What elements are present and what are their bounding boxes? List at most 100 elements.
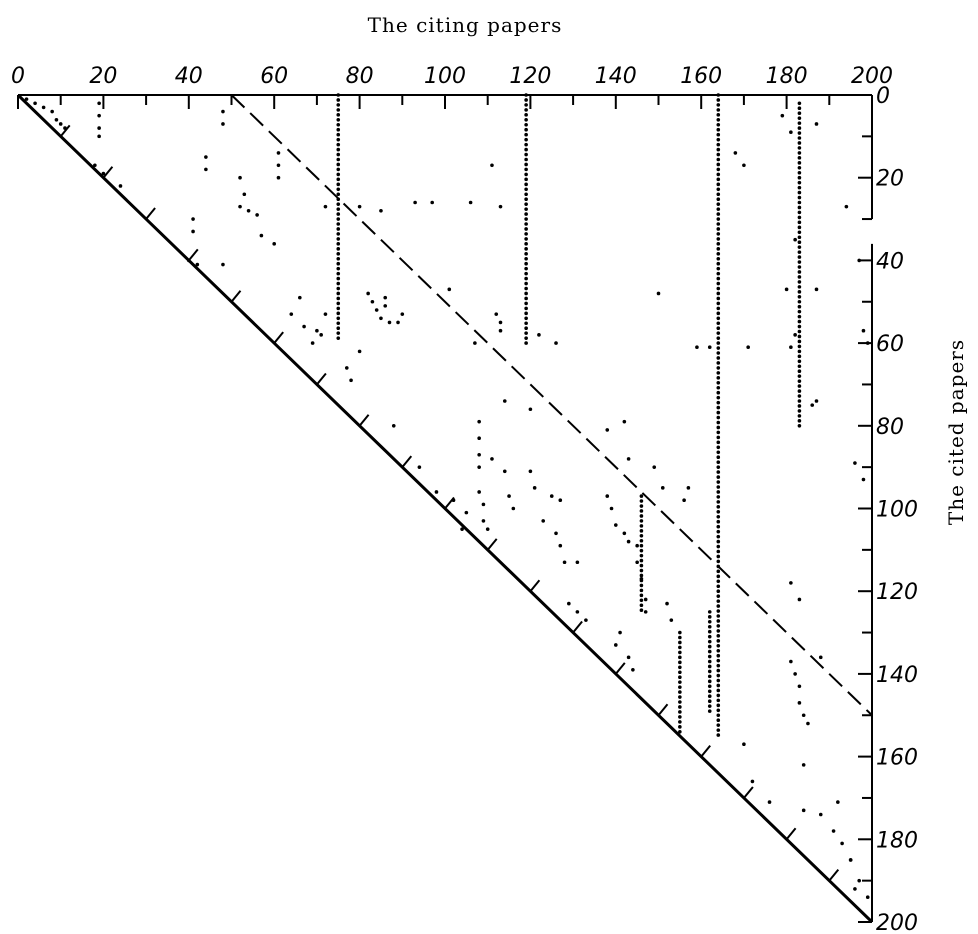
data-point (707, 659, 712, 664)
data-point (716, 316, 721, 321)
data-point (716, 569, 721, 574)
data-point (626, 457, 631, 461)
data-point (639, 533, 644, 538)
data-point (524, 147, 528, 152)
data-point (814, 399, 819, 403)
data-point (336, 167, 341, 172)
data-point (33, 101, 37, 106)
data-point (54, 118, 59, 122)
y-axis-ticks (858, 94, 872, 923)
y-axis-title: The cited papers (944, 339, 968, 525)
y-axis-tick-labels: 0 20 40 60 80 100 120 140 160 180 200 (876, 84, 918, 934)
data-point (652, 465, 657, 469)
data-point (336, 247, 341, 251)
data-point (716, 519, 721, 524)
data-point (336, 331, 341, 335)
data-point (524, 222, 528, 226)
data-point (814, 287, 819, 292)
data-point (336, 177, 341, 182)
data-point (464, 510, 469, 515)
data-point (716, 683, 721, 688)
data-point (242, 192, 247, 197)
data-point (524, 152, 528, 157)
data-point (639, 548, 644, 553)
data-point (524, 321, 528, 326)
data-point (682, 498, 686, 503)
data-point (797, 364, 802, 369)
data-point (524, 341, 528, 345)
data-point (336, 142, 341, 147)
data-point (336, 301, 341, 306)
data-point (524, 212, 528, 216)
data-point (733, 151, 738, 155)
data-point (678, 635, 682, 640)
data-point (336, 192, 341, 197)
data-point (716, 351, 721, 355)
data-point (716, 594, 721, 598)
data-point (797, 344, 802, 349)
data-point (861, 328, 866, 333)
data-point (635, 543, 639, 548)
data-point (797, 409, 802, 413)
data-point (716, 728, 721, 732)
data-point (716, 281, 721, 286)
data-point (716, 455, 721, 460)
data-point (238, 175, 242, 180)
data-point (716, 648, 721, 653)
diagonal-tick (529, 579, 541, 592)
data-point (716, 435, 721, 440)
data-point (797, 374, 802, 378)
data-point (716, 718, 721, 723)
data-point (678, 655, 682, 660)
data-point (524, 311, 528, 316)
data-point (716, 390, 721, 395)
data-point (567, 601, 571, 606)
data-point (716, 187, 721, 192)
data-point (797, 255, 802, 259)
data-point (716, 460, 721, 464)
data-point (524, 316, 528, 321)
diagonal-tick (230, 290, 242, 303)
x-tick-label: 0 (11, 64, 25, 89)
data-point (93, 163, 97, 168)
data-point (383, 304, 388, 308)
diagonal-ticks (59, 124, 840, 882)
data-point (797, 324, 802, 329)
data-point (716, 475, 721, 479)
data-point (477, 436, 481, 441)
diagonal-tick (188, 248, 199, 262)
data-point (797, 424, 802, 428)
data-point (622, 419, 627, 424)
data-point (789, 345, 793, 350)
data-point (336, 271, 341, 276)
data-point (276, 163, 281, 168)
data-point (656, 291, 661, 296)
data-point (716, 103, 721, 107)
data-point (716, 346, 721, 350)
data-point (336, 316, 341, 321)
data-point (524, 276, 528, 281)
data-point (490, 163, 494, 168)
data-point (387, 320, 392, 325)
data-point (524, 207, 528, 211)
data-point (639, 529, 644, 533)
data-point (742, 163, 746, 168)
data-point (524, 256, 528, 261)
x-tick-label: 100 (424, 64, 466, 89)
data-point (289, 312, 294, 316)
data-point (716, 490, 721, 494)
data-point (797, 404, 802, 408)
data-point (336, 291, 341, 296)
data-point (716, 564, 721, 569)
data-point (678, 690, 682, 694)
data-point (524, 118, 528, 122)
data-point (336, 113, 341, 117)
data-point (797, 141, 802, 145)
data-point (336, 182, 341, 187)
data-point (797, 329, 802, 334)
data-point (336, 237, 341, 241)
y-tick-label: 20 (876, 167, 904, 192)
data-point (524, 336, 528, 340)
diagonal-tick (145, 207, 156, 220)
data-point (374, 308, 379, 312)
